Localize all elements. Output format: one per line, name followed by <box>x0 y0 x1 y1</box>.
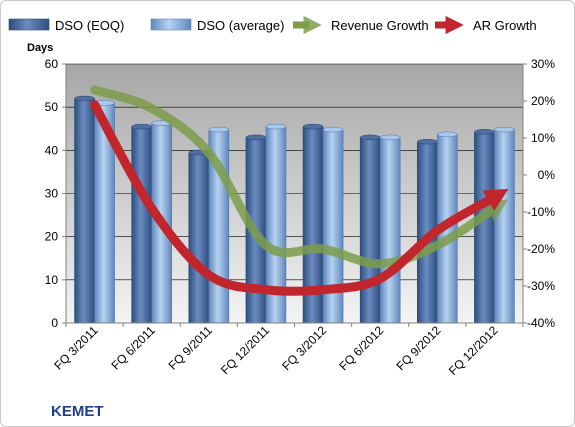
bar-dso-eoq <box>131 126 152 324</box>
left-tick-label: 50 <box>45 100 59 114</box>
x-tick-label: FQ 9/2011 <box>166 323 216 373</box>
left-tick-label: 20 <box>45 230 59 244</box>
legend-label-dso-average: DSO (average) <box>197 18 284 33</box>
bar-cap-dso-average <box>379 134 401 141</box>
bar-cap-dso-average <box>322 126 344 133</box>
bar-cap-dso-average <box>494 126 515 133</box>
legend-item-revenue-growth: Revenue Growth <box>293 15 429 35</box>
legend-swatch-dso-eoq <box>8 18 50 31</box>
bar-dso-eoq <box>74 98 95 324</box>
x-tick-label: FQ 3/2012 <box>279 323 329 373</box>
legend-item-dso-average: DSO (average) <box>150 18 284 33</box>
bar-cap-dso-eoq <box>302 123 324 130</box>
x-tick-label: FQ 6/2012 <box>336 323 386 373</box>
bar-dso-eoq <box>359 137 381 324</box>
left-tick-label: 60 <box>45 57 59 71</box>
bar-dso-eoq <box>188 152 210 324</box>
company-label: KEMET <box>51 403 104 420</box>
bar-cap-dso-eoq <box>417 138 438 145</box>
right-tick-label: 0% <box>538 168 556 182</box>
bar-cap-dso-average <box>208 126 230 133</box>
legend-label-ar-growth: AR Growth <box>473 18 537 33</box>
bar-cap-dso-eoq <box>474 129 495 135</box>
growth-lines <box>90 85 509 296</box>
x-tick-label: FQ 3/2011 <box>51 323 101 373</box>
right-tick-label: -40% <box>527 316 555 330</box>
bar-cap-dso-average <box>437 131 458 138</box>
legend-label-revenue-growth: Revenue Growth <box>331 18 429 33</box>
revenue-growth-line <box>90 85 509 269</box>
bar-cap-dso-average <box>265 123 287 130</box>
bar-cap-dso-eoq <box>74 95 95 102</box>
chart-legend: DSO (EOQ) DSO (average) Revenue Growth A… <box>8 15 537 35</box>
legend-label-dso-eoq: DSO (EOQ) <box>55 18 124 33</box>
left-tick-label: 0 <box>51 316 58 330</box>
x-tick-label: FQ 12/2012 <box>446 323 501 378</box>
bar-dso-average <box>379 137 401 324</box>
bar-cap-dso-eoq <box>131 123 152 130</box>
right-tick-label: -20% <box>527 242 555 256</box>
x-tick-label: FQ 12/2011 <box>218 323 272 377</box>
x-tick-label: FQ 6/2011 <box>108 323 158 373</box>
right-tick-label: 30% <box>531 57 555 71</box>
left-tick-label: 40 <box>45 143 59 157</box>
y-axis-title: Days <box>27 42 53 54</box>
right-axis-ticks: -40% -30% -20% -10% 0% 10% 20% 30% <box>523 57 555 330</box>
right-tick-label: 20% <box>531 94 555 108</box>
right-tick-label: 10% <box>531 131 555 145</box>
legend-item-ar-growth: AR Growth <box>435 15 537 35</box>
bar-dso-average <box>322 129 344 324</box>
left-tick-label: 10 <box>45 273 59 287</box>
bar-cap-dso-eoq <box>359 134 381 141</box>
bar-dso-eoq <box>474 131 495 324</box>
bar-dso-average <box>494 129 515 324</box>
x-tick-label: FQ 9/2012 <box>393 323 443 373</box>
left-axis-ticks: 0 10 20 30 40 50 60 <box>45 57 66 330</box>
legend-item-dso-eoq: DSO (EOQ) <box>8 18 124 33</box>
bar-series <box>74 95 515 324</box>
x-axis-ticks: FQ 3/2011 FQ 6/2011 FQ 9/2011 FQ 12/2011 FQ … <box>51 323 524 378</box>
right-tick-label: -30% <box>527 279 555 293</box>
right-tick-label: -10% <box>527 205 555 219</box>
left-tick-label: 30 <box>45 187 59 201</box>
legend-swatch-dso-average <box>150 18 192 31</box>
ar-growth-line <box>90 100 509 296</box>
bar-cap-dso-eoq <box>245 134 267 141</box>
